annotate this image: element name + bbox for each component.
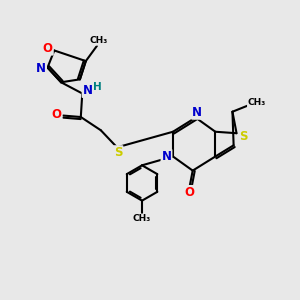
Text: N: N — [82, 84, 93, 97]
Text: CH₃: CH₃ — [133, 214, 151, 224]
Text: N: N — [192, 106, 202, 119]
Text: S: S — [114, 146, 122, 159]
Text: CH₃: CH₃ — [89, 36, 108, 45]
Text: CH₃: CH₃ — [248, 98, 266, 107]
Text: S: S — [239, 130, 247, 143]
Text: O: O — [43, 42, 53, 55]
Text: O: O — [184, 186, 194, 199]
Text: N: N — [161, 150, 172, 163]
Text: O: O — [52, 108, 62, 121]
Text: N: N — [36, 61, 46, 75]
Text: H: H — [93, 82, 102, 92]
